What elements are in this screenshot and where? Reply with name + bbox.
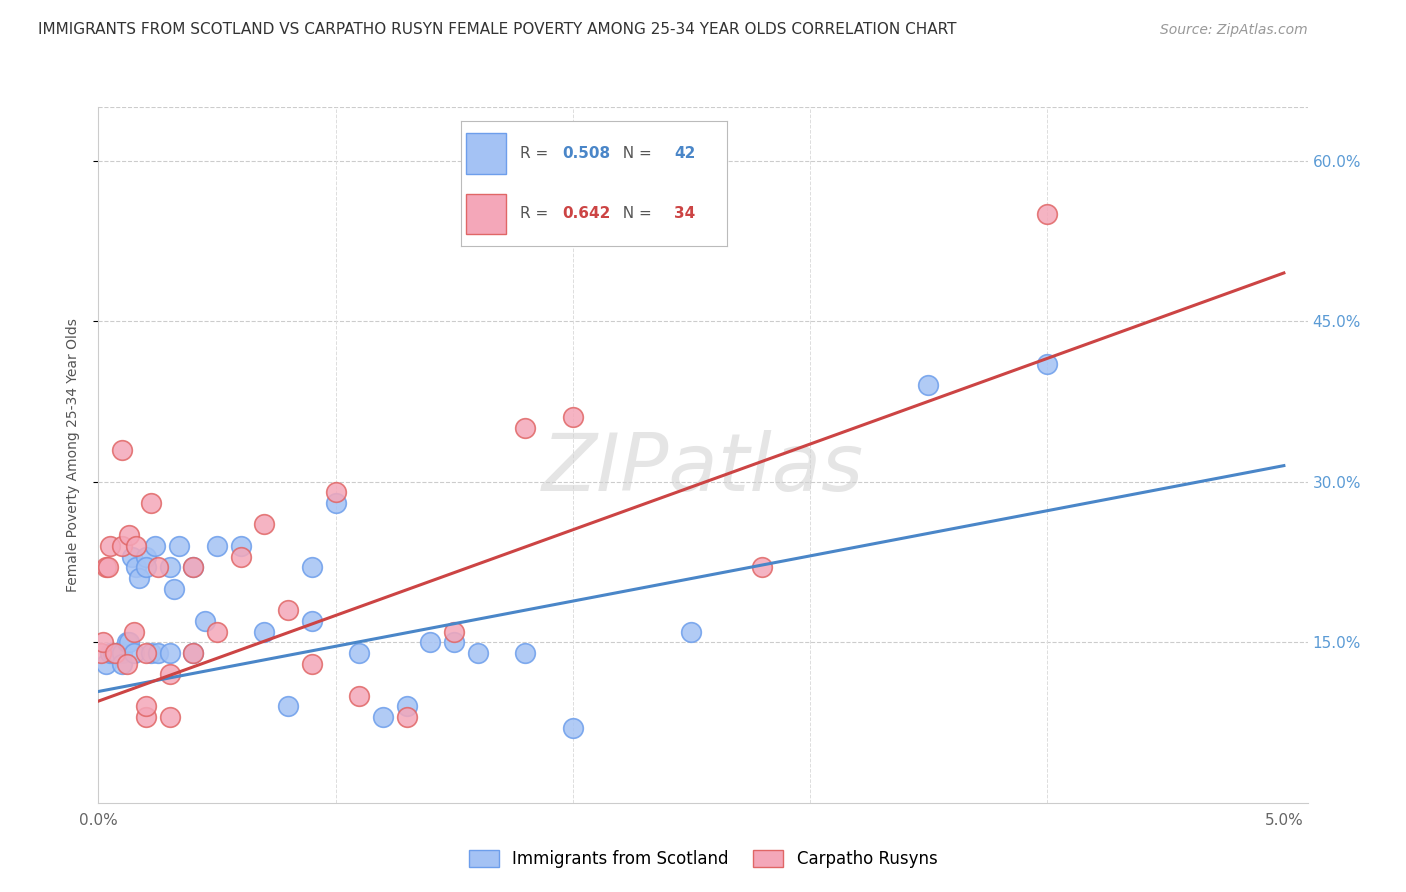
- Text: ZIPatlas: ZIPatlas: [541, 430, 865, 508]
- Point: [115, 635, 138, 649]
- Point: [143, 539, 166, 553]
- Point: [122, 624, 145, 639]
- Point: [301, 657, 323, 671]
- Point: [111, 646, 134, 660]
- Point: [395, 710, 418, 724]
- Point: [139, 646, 162, 660]
- Point: [515, 646, 537, 660]
- Point: [561, 410, 583, 425]
- Point: [467, 646, 489, 660]
- Point: [181, 560, 204, 574]
- Point: [125, 560, 148, 574]
- Point: [277, 699, 299, 714]
- Point: [159, 667, 181, 681]
- Point: [111, 442, 134, 457]
- Point: [135, 646, 157, 660]
- Point: [111, 657, 134, 671]
- Point: [181, 646, 204, 660]
- Point: [135, 699, 157, 714]
- Point: [121, 549, 143, 564]
- Point: [347, 689, 370, 703]
- Point: [135, 560, 157, 574]
- Point: [135, 549, 157, 564]
- Point: [128, 571, 150, 585]
- Point: [159, 560, 181, 574]
- Point: [681, 624, 703, 639]
- Point: [105, 646, 128, 660]
- Point: [181, 646, 204, 660]
- Point: [139, 496, 162, 510]
- Point: [104, 646, 127, 660]
- Point: [419, 635, 441, 649]
- Y-axis label: Female Poverty Among 25-34 Year Olds: Female Poverty Among 25-34 Year Olds: [66, 318, 80, 592]
- Point: [122, 646, 145, 660]
- Text: IMMIGRANTS FROM SCOTLAND VS CARPATHO RUSYN FEMALE POVERTY AMONG 25-34 YEAR OLDS : IMMIGRANTS FROM SCOTLAND VS CARPATHO RUS…: [38, 22, 956, 37]
- Point: [253, 624, 276, 639]
- Point: [1036, 357, 1059, 371]
- Point: [325, 485, 347, 500]
- Point: [229, 539, 252, 553]
- Point: [229, 549, 252, 564]
- Point: [917, 378, 939, 392]
- Text: Source: ZipAtlas.com: Source: ZipAtlas.com: [1160, 23, 1308, 37]
- Legend: Immigrants from Scotland, Carpatho Rusyns: Immigrants from Scotland, Carpatho Rusyn…: [463, 843, 943, 875]
- Point: [146, 646, 169, 660]
- Point: [90, 646, 112, 660]
- Point: [395, 699, 418, 714]
- Point: [97, 560, 120, 574]
- Point: [443, 635, 465, 649]
- Point: [159, 710, 181, 724]
- Point: [98, 646, 121, 660]
- Point: [515, 421, 537, 435]
- Point: [91, 635, 114, 649]
- Point: [205, 624, 228, 639]
- Point: [115, 657, 138, 671]
- Point: [205, 539, 228, 553]
- Point: [118, 635, 141, 649]
- Point: [253, 517, 276, 532]
- Point: [94, 560, 117, 574]
- Point: [111, 539, 134, 553]
- Point: [371, 710, 394, 724]
- Point: [751, 560, 773, 574]
- Point: [167, 539, 190, 553]
- Point: [194, 614, 217, 628]
- Point: [443, 624, 465, 639]
- Point: [98, 539, 121, 553]
- Point: [146, 560, 169, 574]
- Point: [163, 582, 186, 596]
- Point: [94, 657, 117, 671]
- Point: [181, 560, 204, 574]
- Point: [325, 496, 347, 510]
- Point: [347, 646, 370, 660]
- Point: [101, 646, 124, 660]
- Point: [301, 614, 323, 628]
- Point: [1036, 207, 1059, 221]
- Point: [159, 646, 181, 660]
- Point: [135, 710, 157, 724]
- Point: [118, 528, 141, 542]
- Point: [125, 539, 148, 553]
- Point: [301, 560, 323, 574]
- Point: [561, 721, 583, 735]
- Point: [277, 603, 299, 617]
